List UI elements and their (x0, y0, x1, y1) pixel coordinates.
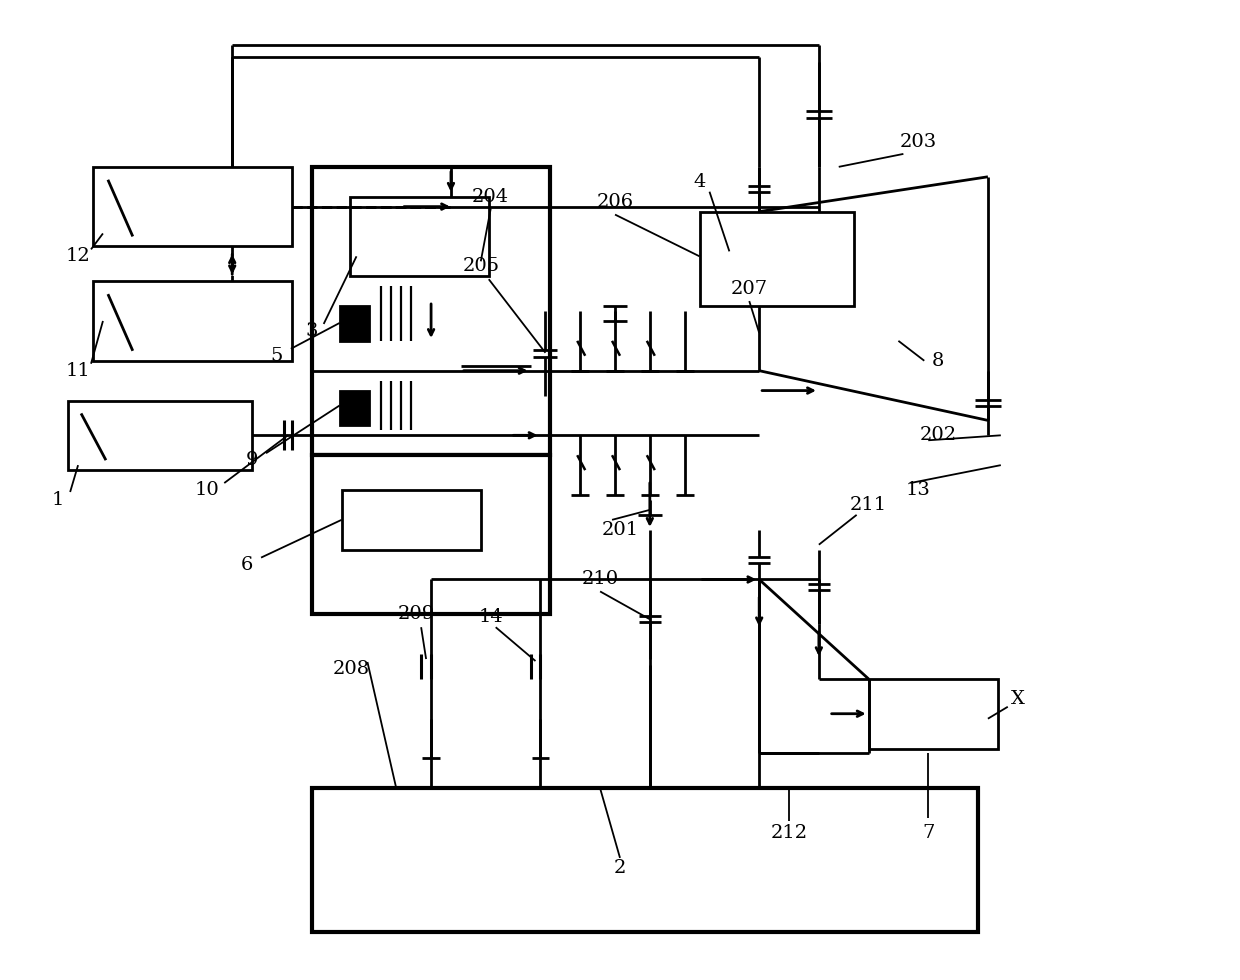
Text: 202: 202 (920, 426, 957, 444)
Text: 212: 212 (770, 824, 807, 842)
Text: 201: 201 (601, 520, 639, 539)
Text: 11: 11 (66, 362, 91, 379)
Text: 2: 2 (614, 858, 626, 877)
Text: 6: 6 (241, 556, 253, 573)
Bar (699, 212, 853, 306)
Bar (311, 455, 551, 614)
Text: 207: 207 (730, 280, 768, 298)
Bar (93, 167, 291, 246)
Text: 1: 1 (52, 491, 64, 509)
Bar (311, 788, 978, 933)
Text: 206: 206 (596, 193, 634, 211)
Bar (868, 679, 998, 749)
Text: 7: 7 (923, 824, 935, 842)
Text: 209: 209 (398, 606, 435, 623)
Text: 208: 208 (334, 660, 370, 678)
Bar (93, 281, 291, 361)
Text: 8: 8 (932, 352, 945, 369)
Text: 210: 210 (582, 570, 619, 588)
Text: 203: 203 (900, 133, 937, 151)
Text: 5: 5 (270, 347, 283, 365)
Text: 204: 204 (472, 188, 510, 206)
Bar (341, 490, 481, 550)
Text: X: X (1011, 690, 1024, 708)
Text: 10: 10 (195, 481, 219, 499)
Text: 211: 211 (851, 496, 887, 514)
Text: 9: 9 (246, 451, 258, 469)
Text: 3: 3 (305, 321, 317, 340)
Bar (68, 401, 252, 470)
Bar (350, 197, 489, 276)
Text: 205: 205 (463, 258, 500, 275)
Text: 13: 13 (906, 481, 931, 499)
Bar (311, 167, 551, 455)
Text: 12: 12 (66, 247, 91, 266)
Text: 4: 4 (693, 172, 706, 191)
Text: 14: 14 (479, 609, 503, 626)
Bar (340, 306, 370, 341)
Bar (340, 391, 370, 425)
